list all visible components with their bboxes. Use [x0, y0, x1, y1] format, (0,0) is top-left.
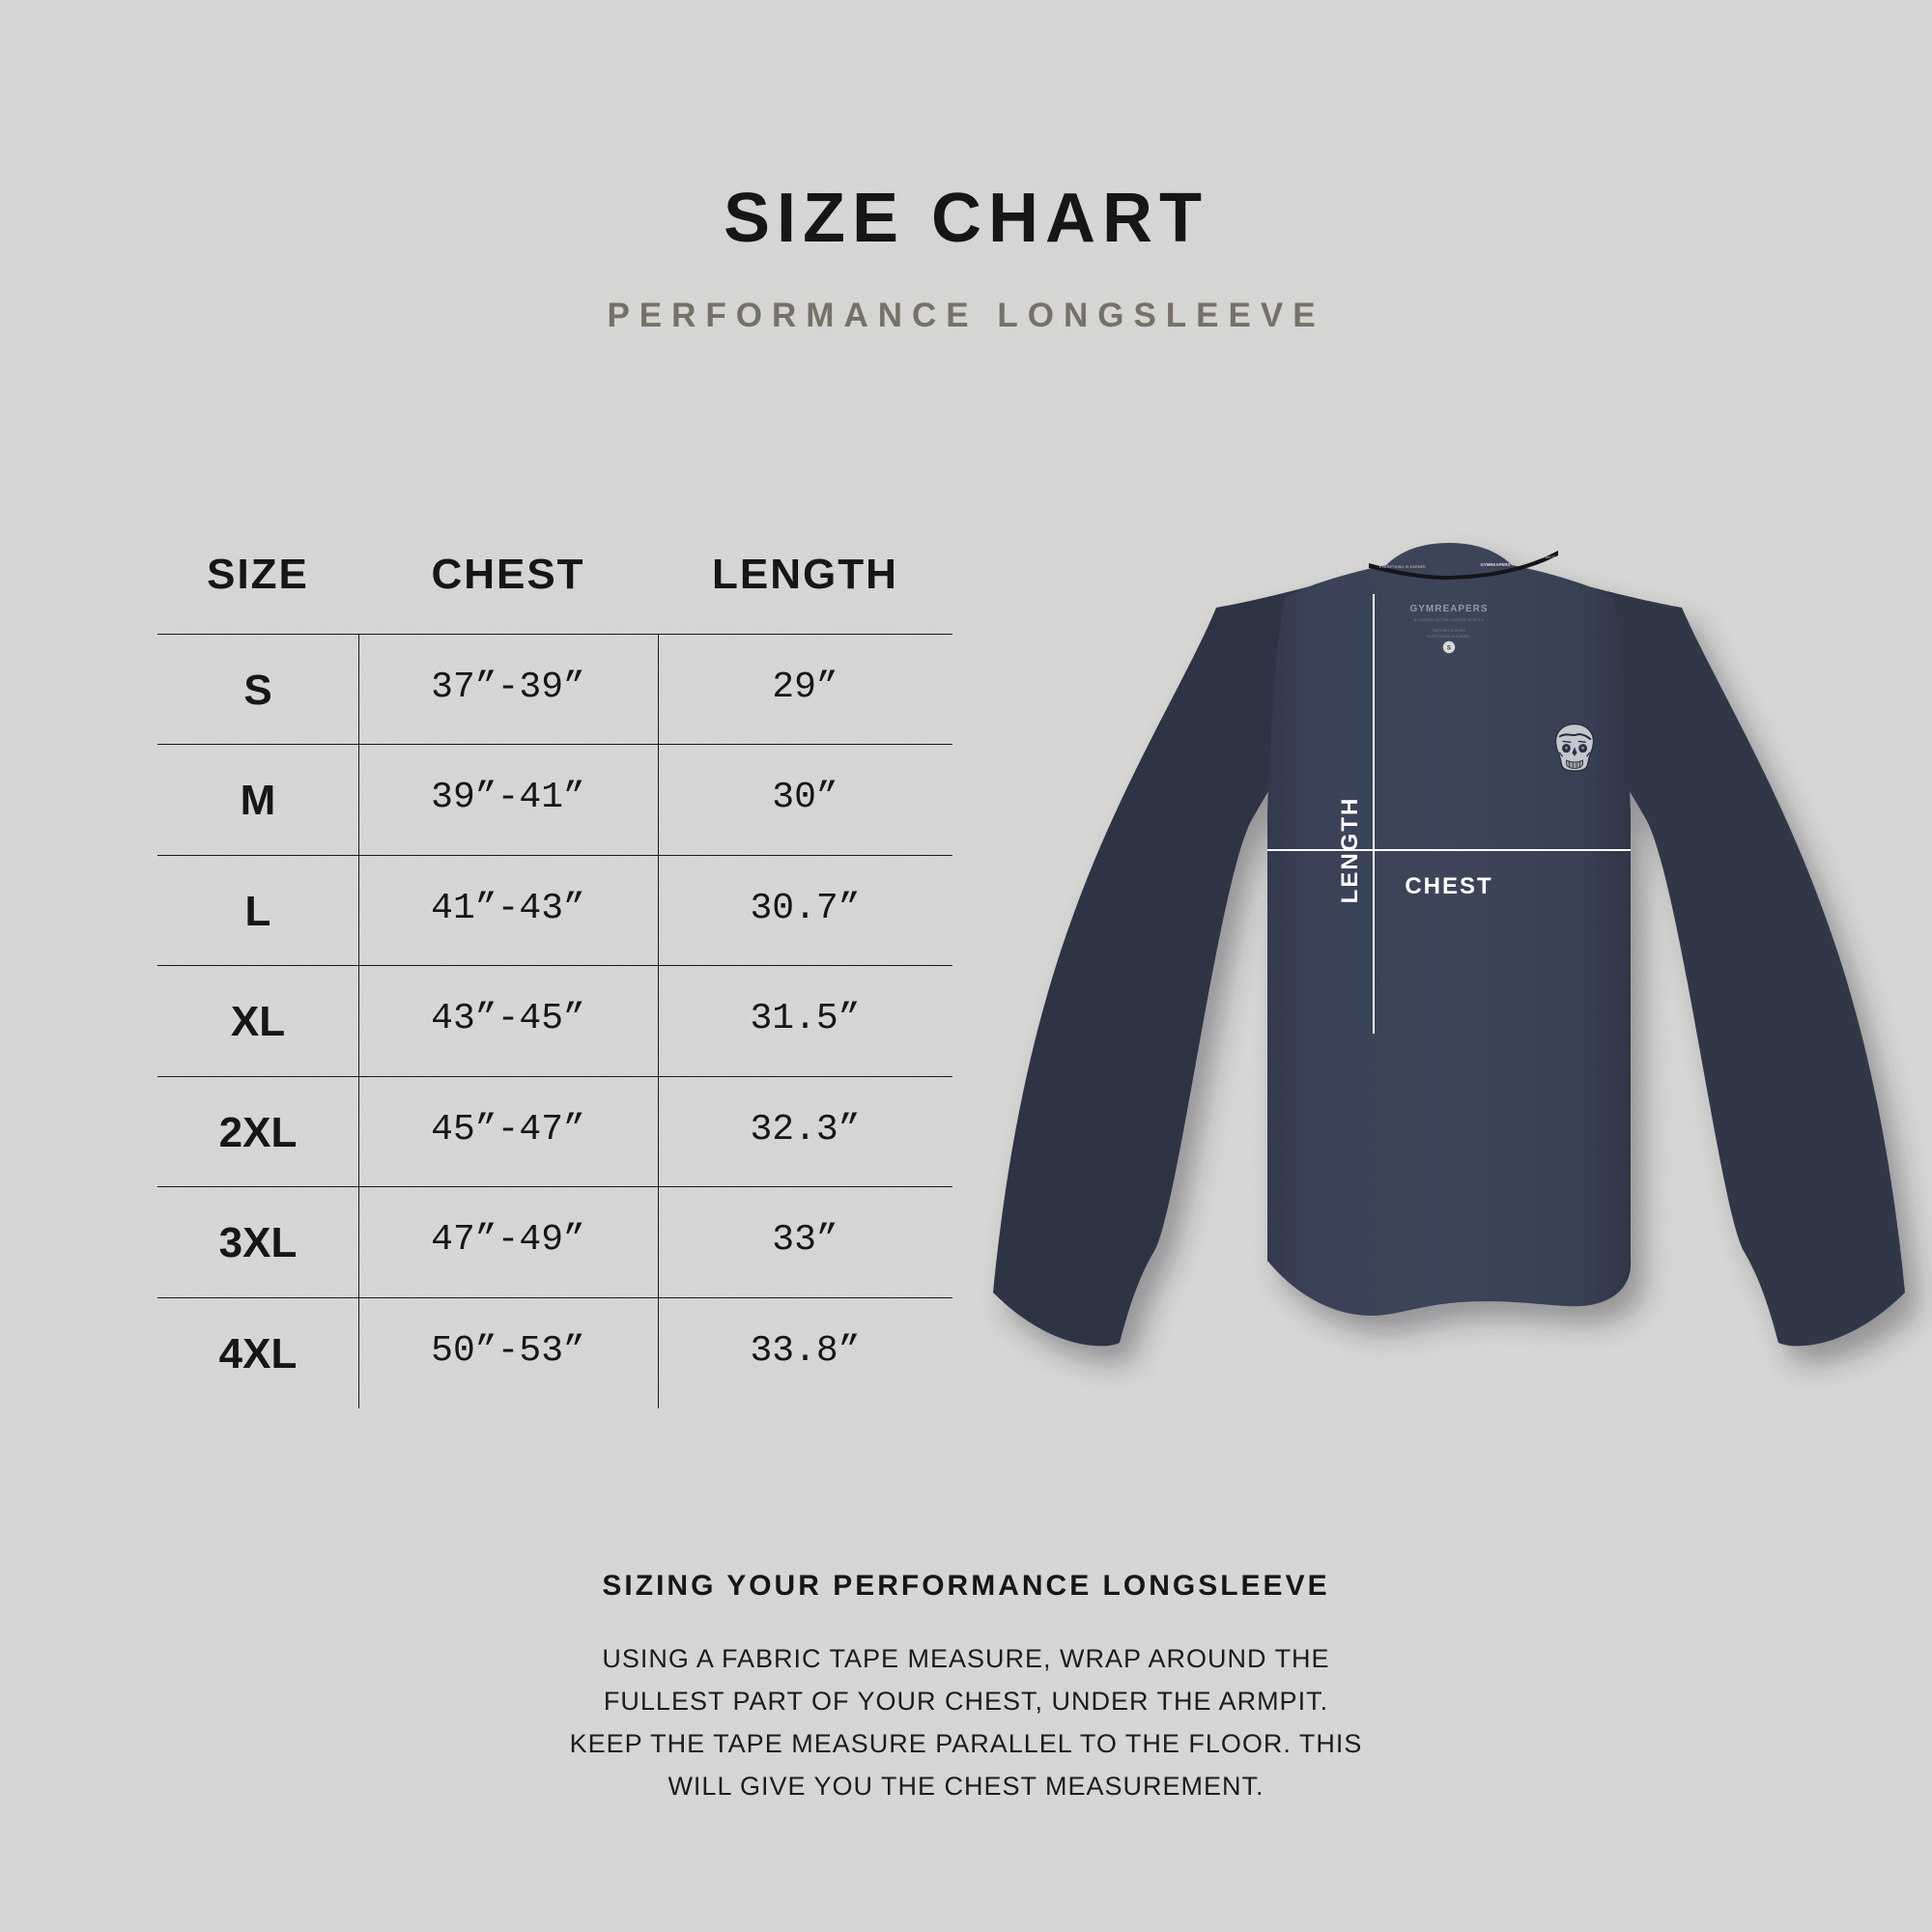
svg-text:NOTHING IS: NOTHING IS: [1536, 555, 1556, 559]
svg-text:LENGTH: LENGTH: [1337, 797, 1363, 904]
svg-text:GYMREAPERS: GYMREAPERS: [1481, 562, 1511, 567]
svg-text:GYMREAPERS: GYMREAPERS: [1409, 604, 1488, 614]
svg-text:EVERYTHING IS EARNED: EVERYTHING IS EARNED: [1428, 635, 1470, 639]
svg-text:SLIMMED IN THE UNITED STATES: SLIMMED IN THE UNITED STATES: [1414, 617, 1485, 622]
svg-text:NOTHING IS GIVEN: NOTHING IS GIVEN: [1433, 629, 1465, 633]
svg-text:EVERYTHING IS EARNED: EVERYTHING IS EARNED: [1379, 565, 1426, 569]
svg-text:S: S: [1447, 644, 1451, 651]
svg-text:CHEST: CHEST: [1405, 873, 1492, 899]
